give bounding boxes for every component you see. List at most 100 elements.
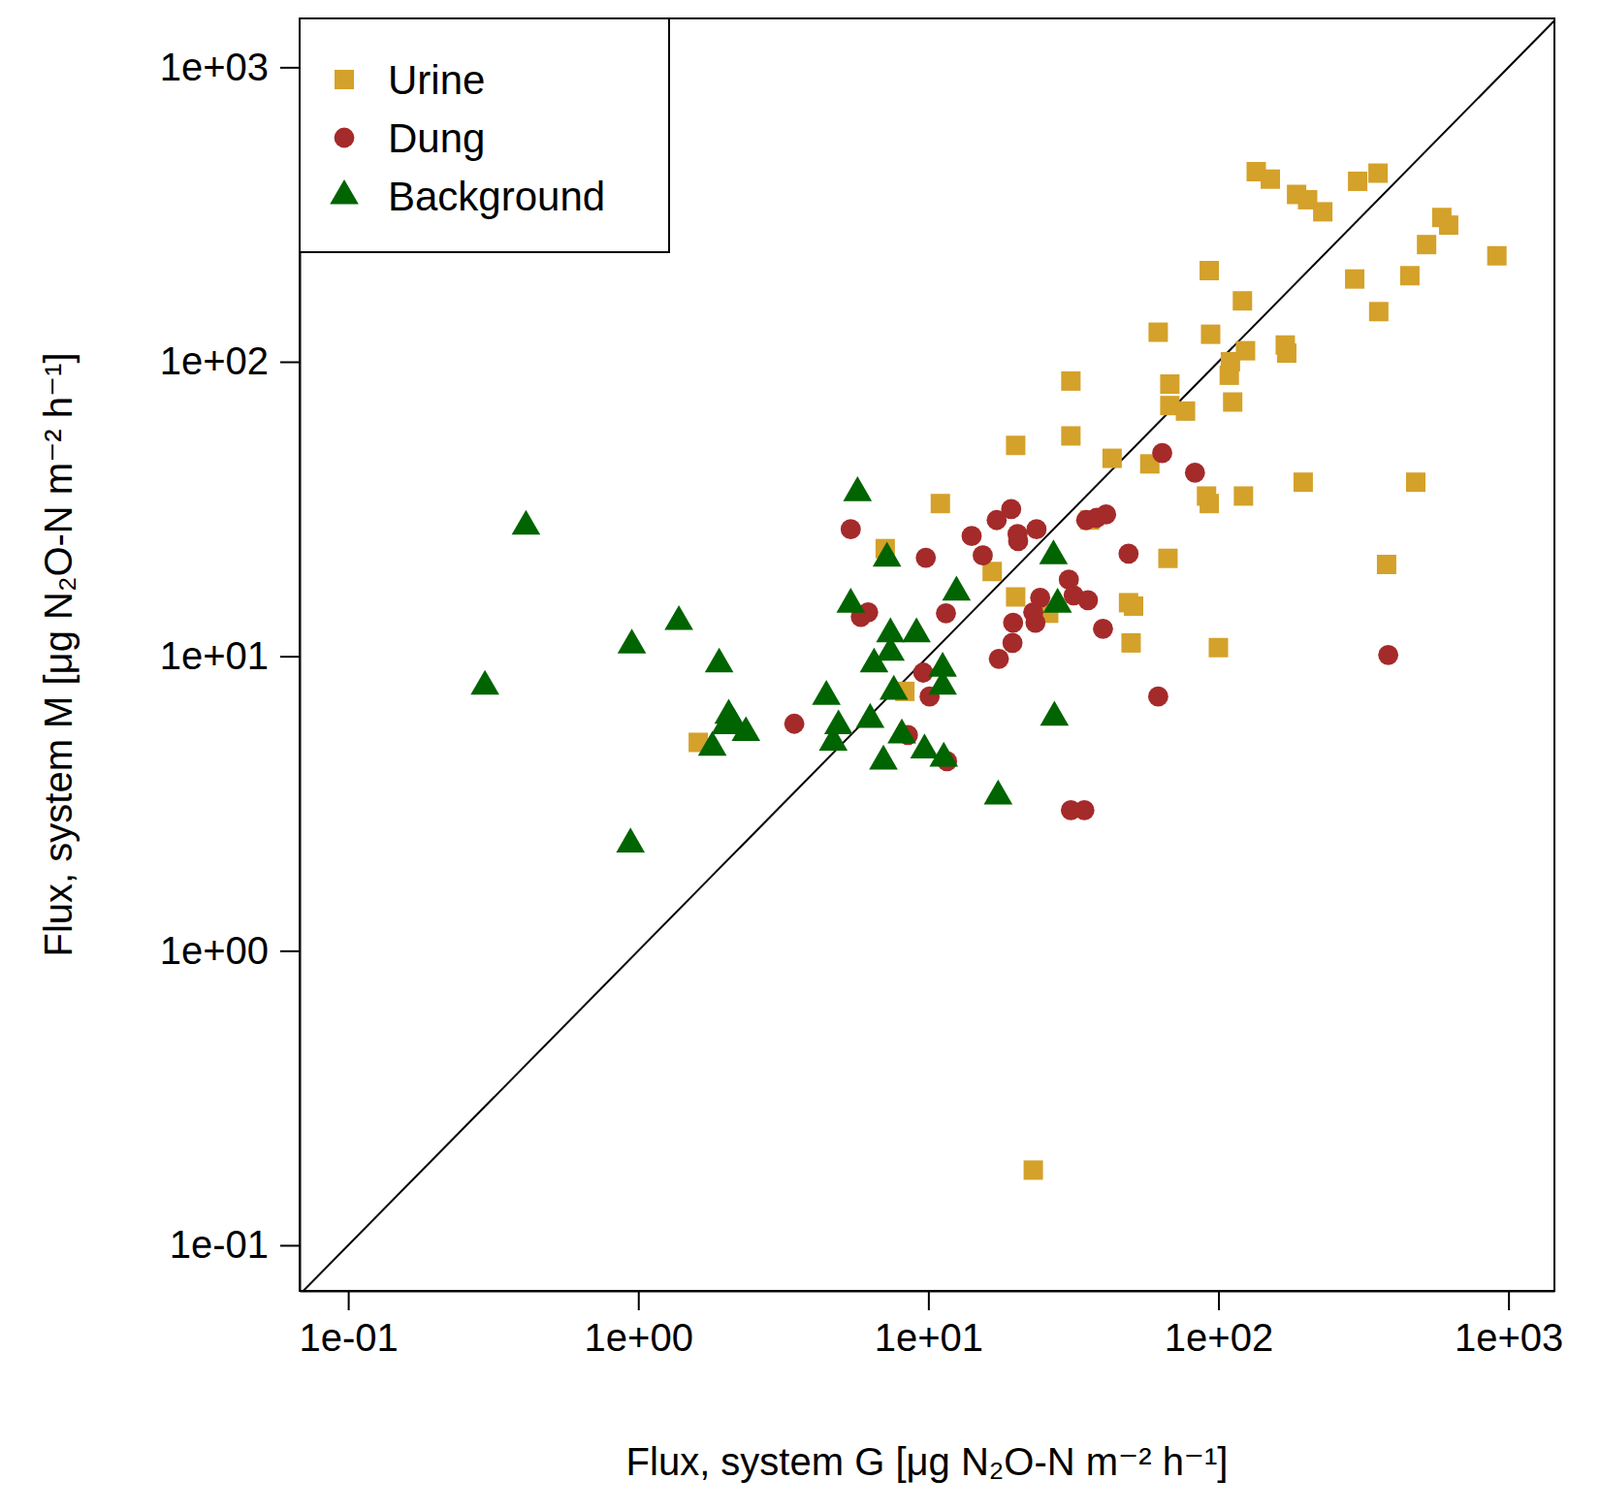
y-tick-mark bbox=[280, 361, 300, 364]
x-tick-mark bbox=[928, 1290, 930, 1311]
x-tick-label: 1e+03 bbox=[1454, 1315, 1564, 1359]
point bbox=[1199, 260, 1219, 281]
point bbox=[913, 662, 934, 683]
x-tick-label: 1e+01 bbox=[874, 1315, 984, 1359]
x-tick: 1e-01 bbox=[298, 1290, 398, 1359]
point bbox=[1293, 472, 1313, 492]
legend: Urine Dung Background bbox=[299, 18, 670, 253]
y-tick: 1e+01 bbox=[160, 634, 300, 677]
point bbox=[942, 576, 972, 602]
point bbox=[1040, 701, 1070, 727]
x-tick-label: 1e+00 bbox=[584, 1315, 694, 1359]
x-tick: 1e+00 bbox=[584, 1290, 694, 1359]
legend-label: Urine bbox=[387, 57, 485, 103]
point bbox=[868, 744, 898, 770]
point bbox=[617, 628, 647, 654]
series-0 bbox=[688, 161, 1507, 1180]
point bbox=[615, 827, 645, 853]
point bbox=[1232, 290, 1252, 311]
point bbox=[1078, 589, 1099, 610]
legend-marker bbox=[334, 128, 355, 149]
x-tick-mark bbox=[348, 1290, 351, 1311]
point bbox=[512, 510, 542, 536]
point bbox=[984, 779, 1014, 805]
point bbox=[901, 617, 931, 643]
legend-label: Dung bbox=[387, 115, 485, 161]
point bbox=[1344, 269, 1365, 289]
point bbox=[1277, 343, 1297, 363]
legend-marker bbox=[329, 179, 359, 205]
point bbox=[1368, 163, 1388, 184]
point bbox=[1060, 425, 1081, 446]
point bbox=[887, 718, 917, 744]
point bbox=[1095, 504, 1117, 525]
point bbox=[1102, 448, 1122, 469]
point bbox=[1024, 612, 1046, 634]
series-2 bbox=[470, 476, 1072, 853]
x-tick-mark bbox=[1507, 1290, 1510, 1311]
point bbox=[1199, 493, 1219, 513]
x-tick: 1e+01 bbox=[874, 1290, 984, 1359]
x-tick-mark bbox=[638, 1290, 640, 1311]
point bbox=[836, 587, 866, 613]
point bbox=[961, 525, 983, 546]
point bbox=[1487, 246, 1507, 266]
point bbox=[1002, 632, 1024, 653]
point bbox=[1118, 543, 1139, 564]
point bbox=[1176, 401, 1196, 421]
point bbox=[1005, 435, 1025, 455]
legend-marker bbox=[334, 69, 354, 90]
point bbox=[1123, 596, 1144, 616]
legend-box bbox=[299, 18, 670, 253]
chart: 1e-011e+001e+011e+021e+031e-011e+001e+01… bbox=[0, 0, 1600, 1512]
point bbox=[1406, 472, 1426, 492]
x-tick: 1e+03 bbox=[1454, 1290, 1564, 1359]
series-1 bbox=[784, 443, 1399, 821]
point bbox=[1002, 612, 1024, 634]
x-tick-mark bbox=[1217, 1290, 1220, 1311]
point bbox=[1219, 365, 1240, 385]
point bbox=[1008, 531, 1029, 552]
plot-frame bbox=[299, 18, 1555, 1291]
y-tick-label: 1e+02 bbox=[160, 339, 269, 383]
point bbox=[470, 670, 500, 696]
y-tick: 1e+02 bbox=[160, 339, 300, 383]
point bbox=[1074, 800, 1095, 821]
y-tick-label: 1e+03 bbox=[160, 45, 269, 89]
point bbox=[784, 713, 805, 735]
legend-label: Background bbox=[387, 173, 606, 220]
marks bbox=[303, 20, 1555, 1291]
point bbox=[1005, 587, 1025, 608]
point bbox=[1159, 374, 1180, 394]
y-tick: 1e+03 bbox=[160, 45, 300, 89]
plot: 1e-011e+001e+011e+021e+031e-011e+001e+01… bbox=[160, 18, 1565, 1359]
y-tick-mark bbox=[280, 66, 300, 69]
point bbox=[875, 636, 905, 662]
point bbox=[698, 731, 728, 757]
point bbox=[872, 542, 902, 568]
point bbox=[928, 670, 958, 696]
x-tick: 1e+02 bbox=[1164, 1290, 1274, 1359]
x-axis: 1e-01 1e+00 1e+01 1e+02 1e+03 bbox=[298, 1290, 1564, 1359]
x-tick-label: 1e+02 bbox=[1164, 1315, 1274, 1359]
point bbox=[1092, 618, 1114, 640]
x-axis-line bbox=[300, 1290, 1556, 1293]
y-tick-label: 1e+01 bbox=[160, 634, 269, 677]
identity-line bbox=[303, 20, 1555, 1291]
point bbox=[1184, 462, 1206, 483]
y-axis-title: Flux, system M [μg N₂O-N m⁻² h⁻¹] bbox=[36, 352, 80, 957]
point bbox=[879, 674, 909, 701]
x-tick-label: 1e-01 bbox=[298, 1315, 398, 1359]
point bbox=[930, 493, 951, 513]
point bbox=[1347, 171, 1368, 192]
point bbox=[910, 733, 940, 759]
x-axis-title: Flux, system G [μg N₂O-N m⁻² h⁻¹] bbox=[626, 1440, 1229, 1483]
point bbox=[1233, 485, 1253, 506]
y-tick-mark bbox=[280, 1244, 300, 1247]
point bbox=[811, 679, 841, 705]
point bbox=[1043, 587, 1073, 613]
point bbox=[824, 708, 854, 735]
y-tick-mark bbox=[280, 950, 300, 953]
point bbox=[704, 647, 735, 673]
y-tick-mark bbox=[280, 655, 300, 658]
